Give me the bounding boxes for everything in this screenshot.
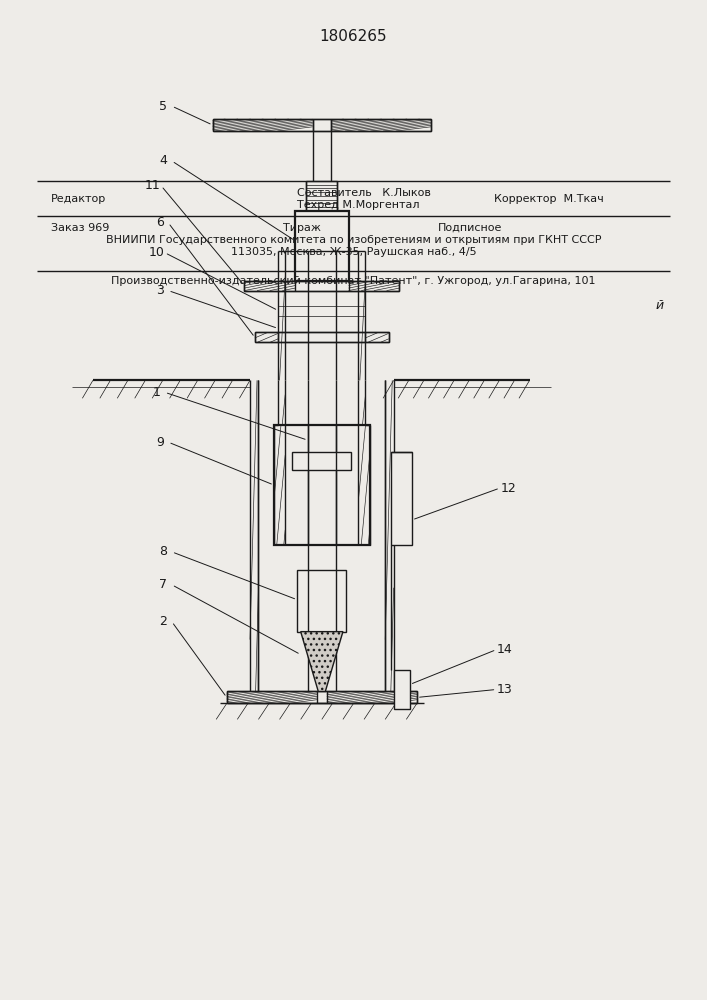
Bar xyxy=(245,281,399,291)
Bar xyxy=(395,670,410,709)
Polygon shape xyxy=(300,632,343,691)
Text: 7: 7 xyxy=(159,578,168,591)
Bar xyxy=(227,691,417,703)
Text: 12: 12 xyxy=(501,482,516,495)
Text: 14: 14 xyxy=(497,643,513,656)
Text: Редактор: Редактор xyxy=(51,194,106,204)
Text: 3: 3 xyxy=(156,284,164,297)
Text: 113035, Москва, Ж-35, Раушская наб., 4/5: 113035, Москва, Ж-35, Раушская наб., 4/5 xyxy=(230,247,477,257)
Text: 4: 4 xyxy=(159,154,168,167)
Text: Производственно-издательский комбинат "Патент", г. Ужгород, ул.Гагарина, 101: Производственно-издательский комбинат "П… xyxy=(111,276,596,286)
Text: Техред М.Моргентал: Техред М.Моргентал xyxy=(297,200,420,210)
Bar xyxy=(213,119,431,131)
Text: 1: 1 xyxy=(153,386,160,399)
Text: 6: 6 xyxy=(156,216,164,229)
Bar xyxy=(295,211,349,281)
Text: 13: 13 xyxy=(497,683,513,696)
Bar xyxy=(255,332,389,342)
Text: й: й xyxy=(656,299,664,312)
Text: Подписное: Подписное xyxy=(438,223,503,233)
Text: 8: 8 xyxy=(159,545,168,558)
Text: Тираж: Тираж xyxy=(283,223,321,233)
Bar xyxy=(391,452,412,545)
Text: Корректор  М.Ткач: Корректор М.Ткач xyxy=(494,194,604,204)
Bar xyxy=(297,570,346,632)
Text: ВНИИПИ Государственного комитета по изобретениям и открытиям при ГКНТ СССР: ВНИИПИ Государственного комитета по изоб… xyxy=(106,235,601,245)
Bar xyxy=(306,181,337,211)
Text: 10: 10 xyxy=(148,246,164,259)
Text: Заказ 969: Заказ 969 xyxy=(51,223,109,233)
Text: 9: 9 xyxy=(156,436,164,449)
Bar xyxy=(274,425,370,545)
Text: 2: 2 xyxy=(159,615,168,628)
Text: Составитель   К.Лыков: Составитель К.Лыков xyxy=(297,188,431,198)
Bar xyxy=(292,452,351,470)
Text: 5: 5 xyxy=(159,100,168,113)
Text: 11: 11 xyxy=(145,179,160,192)
Text: 1806265: 1806265 xyxy=(320,29,387,44)
